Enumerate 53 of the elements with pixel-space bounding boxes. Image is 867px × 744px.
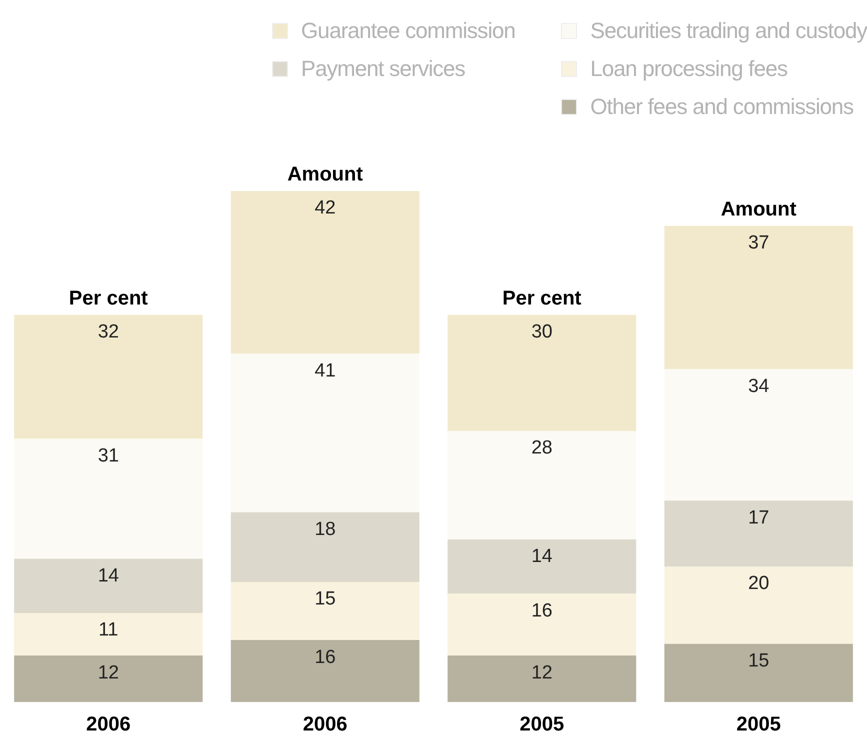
bar	[14, 612, 203, 656]
legend-label: Guarantee commission	[301, 18, 516, 44]
bar	[230, 354, 420, 512]
bar	[664, 566, 853, 644]
data-label: 18	[314, 519, 336, 540]
data-label: 11	[98, 620, 118, 641]
data-label: 14	[531, 546, 553, 568]
x-tick-label: 2005	[520, 714, 564, 736]
data-label: 15	[748, 650, 770, 672]
bar	[230, 582, 420, 640]
annotation: Per cent	[68, 287, 148, 310]
x-tick-label: 2006	[302, 714, 348, 736]
data-label: 34	[748, 376, 770, 397]
bar	[14, 438, 203, 559]
bar	[448, 594, 636, 656]
data-label: 31	[98, 445, 119, 466]
x-tick-label: 2006	[86, 714, 131, 736]
bar	[448, 431, 636, 540]
bar	[448, 656, 636, 702]
data-label: 15	[314, 588, 336, 610]
annotation: Per cent	[502, 287, 582, 310]
legend-label: Securities trading and custody	[590, 18, 867, 44]
data-label: 42	[314, 198, 336, 219]
data-label: 41	[314, 360, 336, 382]
bar	[230, 190, 420, 354]
data-label: 12	[98, 662, 119, 684]
data-label: 20	[748, 573, 770, 594]
data-label: 32	[98, 322, 119, 343]
bar	[664, 226, 853, 370]
data-label: 16	[531, 600, 552, 622]
data-label: 14	[98, 565, 120, 586]
bar	[664, 369, 853, 501]
text: Amount	[287, 163, 364, 186]
bar	[230, 640, 420, 702]
bar	[664, 644, 853, 702]
bar	[448, 314, 636, 431]
data-label: 30	[531, 322, 552, 343]
data-label: 16	[314, 646, 336, 668]
legend-label: Other fees and commissions	[590, 94, 854, 120]
data-label: 28	[531, 438, 552, 459]
bar	[14, 656, 203, 702]
bar	[14, 314, 203, 439]
legend-label: Payment services	[301, 56, 466, 82]
bar	[448, 539, 636, 594]
data-label: 37	[748, 232, 770, 254]
data-label: 17	[748, 507, 770, 528]
legend-label: Loan processing fees	[590, 56, 788, 82]
bar	[664, 500, 853, 566]
bar	[14, 558, 203, 613]
annotation: Amount	[720, 198, 797, 220]
bar	[230, 512, 420, 582]
x-tick-label: 2005	[736, 714, 781, 736]
data-label: 12	[531, 662, 552, 684]
